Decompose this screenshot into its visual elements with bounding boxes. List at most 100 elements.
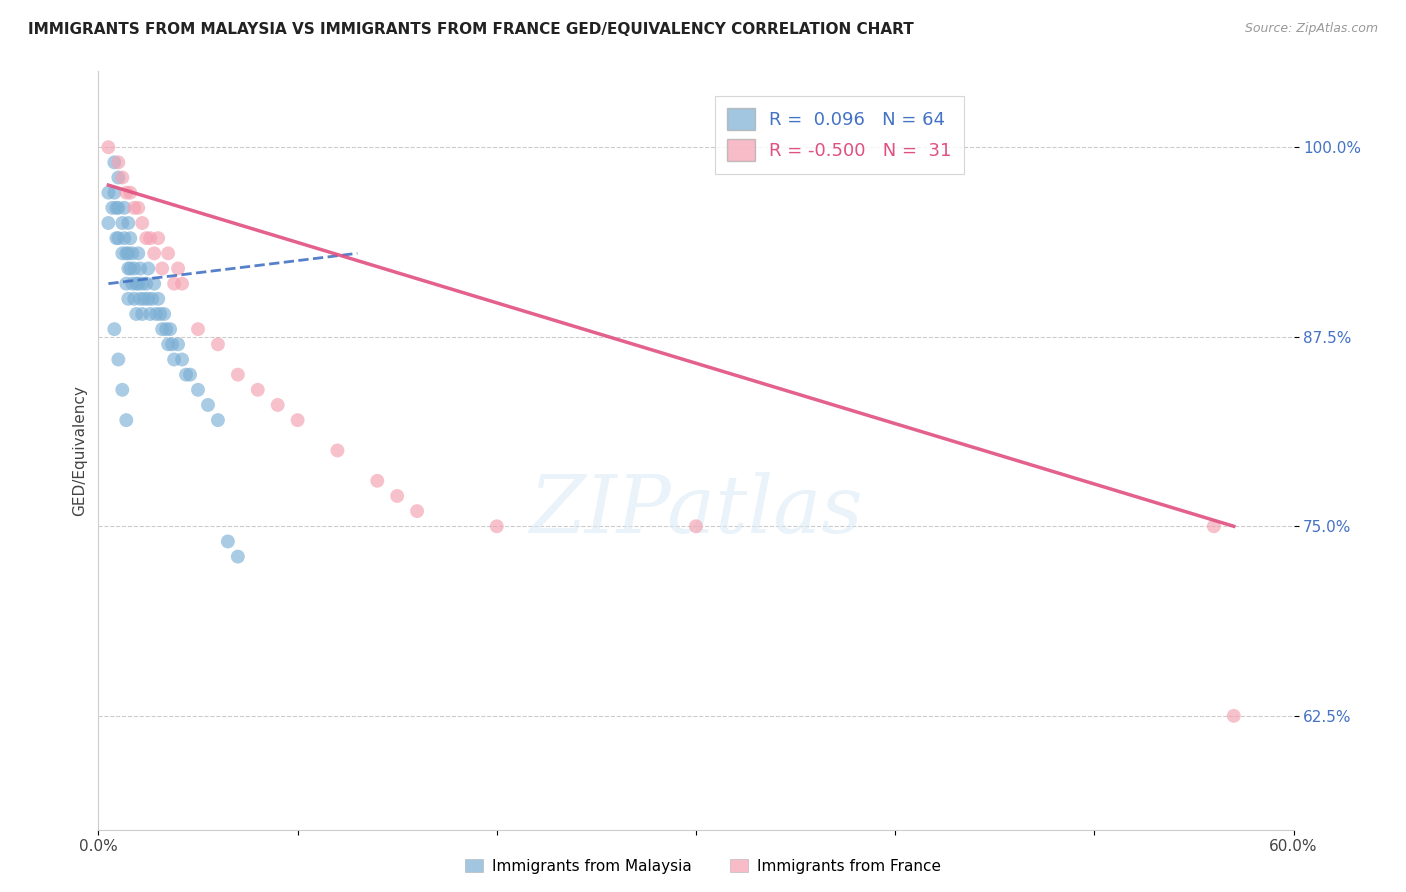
Point	[111, 246, 134, 260]
Point	[124, 292, 146, 306]
Point	[148, 231, 170, 245]
Point	[135, 231, 157, 245]
Point	[149, 307, 172, 321]
Point	[160, 337, 183, 351]
Point	[385, 489, 409, 503]
Point	[172, 277, 194, 291]
Point	[187, 322, 209, 336]
Point	[121, 246, 143, 260]
Point	[143, 277, 166, 291]
Point	[131, 216, 153, 230]
Point	[163, 352, 186, 367]
Text: IMMIGRANTS FROM MALAYSIA VS IMMIGRANTS FROM FRANCE GED/EQUIVALENCY CORRELATION C: IMMIGRANTS FROM MALAYSIA VS IMMIGRANTS F…	[28, 22, 914, 37]
Point	[120, 261, 142, 276]
Point	[134, 292, 156, 306]
Point	[105, 201, 128, 215]
Point	[150, 322, 173, 336]
Text: Source: ZipAtlas.com: Source: ZipAtlas.com	[1244, 22, 1378, 36]
Point	[117, 292, 139, 306]
Point	[153, 307, 176, 321]
Point	[179, 368, 201, 382]
Point	[207, 337, 229, 351]
Point	[127, 246, 149, 260]
Point	[157, 337, 180, 351]
Point	[117, 246, 139, 260]
Point	[129, 292, 152, 306]
Point	[685, 519, 707, 533]
Point	[124, 261, 146, 276]
Point	[121, 277, 143, 291]
Point	[97, 216, 120, 230]
Point	[139, 307, 162, 321]
Point	[159, 322, 181, 336]
Y-axis label: GED/Equivalency: GED/Equivalency	[72, 385, 87, 516]
Point	[107, 352, 129, 367]
Point	[105, 231, 128, 245]
Point	[97, 140, 120, 154]
Point	[174, 368, 197, 382]
Legend: R =  0.096   N = 64, R = -0.500   N =  31: R = 0.096 N = 64, R = -0.500 N = 31	[714, 95, 965, 174]
Point	[136, 292, 159, 306]
Point	[217, 534, 239, 549]
Point	[187, 383, 209, 397]
Point	[127, 201, 149, 215]
Point	[103, 186, 125, 200]
Point	[124, 201, 146, 215]
Point	[111, 216, 134, 230]
Point	[117, 216, 139, 230]
Point	[141, 292, 163, 306]
Point	[163, 277, 186, 291]
Point	[287, 413, 309, 427]
Point	[112, 231, 135, 245]
Point	[115, 277, 138, 291]
Point	[125, 277, 148, 291]
Point	[101, 201, 124, 215]
Point	[97, 186, 120, 200]
Point	[107, 170, 129, 185]
Point	[197, 398, 219, 412]
Point	[129, 261, 152, 276]
Point	[143, 246, 166, 260]
Point	[107, 231, 129, 245]
Point	[111, 383, 134, 397]
Point	[145, 307, 167, 321]
Point	[127, 277, 149, 291]
Point	[246, 383, 269, 397]
Point	[326, 443, 349, 458]
Point	[167, 261, 190, 276]
Point	[111, 170, 134, 185]
Point	[155, 322, 177, 336]
Point	[157, 246, 180, 260]
Point	[135, 277, 157, 291]
Point	[120, 186, 142, 200]
Point	[366, 474, 388, 488]
Point	[136, 261, 159, 276]
Point	[115, 246, 138, 260]
Point	[1202, 519, 1225, 533]
Point	[226, 549, 249, 564]
Point	[115, 186, 138, 200]
Point	[148, 292, 170, 306]
Point	[131, 277, 153, 291]
Point	[131, 307, 153, 321]
Point	[172, 352, 194, 367]
Point	[406, 504, 429, 518]
Point	[125, 307, 148, 321]
Point	[207, 413, 229, 427]
Point	[107, 155, 129, 169]
Point	[120, 231, 142, 245]
Point	[1223, 709, 1246, 723]
Point	[167, 337, 190, 351]
Point	[139, 231, 162, 245]
Point	[112, 201, 135, 215]
Point	[103, 155, 125, 169]
Text: ZIPatlas: ZIPatlas	[529, 473, 863, 549]
Point	[117, 261, 139, 276]
Point	[107, 201, 129, 215]
Point	[103, 322, 125, 336]
Point	[115, 413, 138, 427]
Point	[226, 368, 249, 382]
Point	[150, 261, 173, 276]
Point	[267, 398, 290, 412]
Point	[485, 519, 508, 533]
